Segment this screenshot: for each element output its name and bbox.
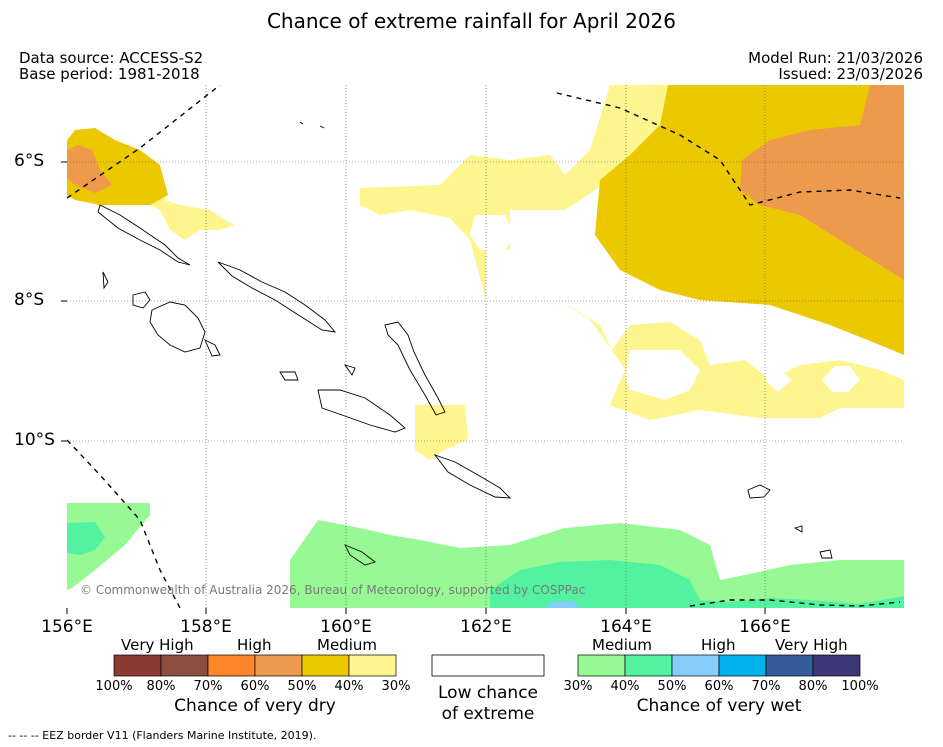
low-chance-gap: [625, 350, 700, 400]
eez-border: [556, 92, 901, 206]
wet-legend-title: Chance of very wet: [636, 696, 802, 716]
dry-pct-label: 30%: [381, 679, 411, 694]
lon-tick-label: 162°E: [460, 617, 512, 637]
neutral-swatch: [431, 654, 545, 677]
wet-swatch-80-100: [812, 654, 861, 677]
wet-pct-label: 80%: [798, 679, 828, 694]
wet-50-60-region: [545, 601, 580, 608]
malaita-coast: [384, 321, 446, 416]
wet-category-very-high: Very High: [775, 636, 848, 654]
wet-pct-label: 70%: [751, 679, 781, 694]
dry-category-medium: Medium: [317, 636, 377, 654]
eez-borders: [67, 85, 901, 608]
eez-border-note: -- -- -- EEZ border V11 (Flanders Marine…: [8, 729, 317, 742]
lon-tick-label: 166°E: [739, 617, 791, 637]
issued-date: Issued: 23/03/2026: [778, 65, 923, 83]
santa-cruz-coast: [747, 484, 771, 499]
dry-pct-label: 60%: [240, 679, 270, 694]
new-georgia-coast: [149, 301, 206, 353]
rennell-coast: [344, 544, 376, 566]
wet-swatch-30-40: [577, 654, 626, 677]
map-title: Chance of extreme rainfall for April 202…: [266, 9, 677, 33]
copyright-note: © Commonwealth of Australia 2026, Bureau…: [80, 583, 586, 597]
wet-pct-label: 40%: [610, 679, 640, 694]
wet-pct-label: 60%: [704, 679, 734, 694]
neutral-legend-title: Low chance of extreme: [420, 683, 556, 725]
wet-swatch-50-60: [671, 654, 720, 677]
map-plot-area: [67, 85, 904, 608]
wet-category-high: High: [701, 636, 736, 654]
dry-pct-label: 100%: [95, 679, 133, 694]
wet-category-medium: Medium: [592, 636, 652, 654]
dry-pct-label: 50%: [287, 679, 317, 694]
dry-pct-label: 40%: [334, 679, 364, 694]
base-period: Base period: 1981-2018: [19, 65, 200, 83]
low-chance-gap: [822, 366, 860, 392]
model-run: Model Run: 21/03/2026: [748, 49, 923, 67]
neutral-title-line2: of extreme: [441, 704, 535, 724]
dry-category-high: High: [237, 636, 272, 654]
dry-legend-bar: [113, 654, 397, 677]
dry-swatch-80-100: [113, 654, 162, 677]
dry-pct-label: 80%: [146, 679, 176, 694]
axis-ticks: [61, 161, 766, 614]
data-source: Data source: ACCESS-S2: [19, 49, 204, 67]
dry-swatch-70-80: [160, 654, 209, 677]
dry-50-60-region: [67, 85, 904, 280]
dry-pct-label: 70%: [193, 679, 223, 694]
santa-isabel-coast: [217, 261, 337, 333]
dry-swatch-30-40: [348, 654, 397, 677]
low-chance-gap: [470, 215, 515, 250]
wet-40-50-region: [67, 522, 904, 608]
graticule: [67, 85, 904, 608]
wet-pct-label: 30%: [563, 679, 593, 694]
wet-legend-bar: [577, 654, 861, 677]
lon-tick-label: 158°E: [180, 617, 232, 637]
wet-pct-label: 50%: [657, 679, 687, 694]
guadalcanal-coast: [317, 389, 406, 433]
wet-swatch-40-50: [624, 654, 673, 677]
eez-border: [67, 439, 181, 608]
makira-coast: [433, 454, 512, 499]
lat-tick-label: 8°S: [14, 290, 45, 310]
eez-border: [689, 599, 901, 607]
wet-swatch-60-70: [718, 654, 767, 677]
dry-legend-title: Chance of very dry: [174, 696, 336, 716]
dry-swatch-60-70: [207, 654, 256, 677]
dry-30-40-region: [140, 85, 904, 460]
coastlines: [97, 121, 833, 566]
dry-swatch-50-60: [254, 654, 303, 677]
wet-swatch-70-80: [765, 654, 814, 677]
lat-tick-label: 10°S: [14, 430, 55, 450]
choiseul-coast: [97, 204, 191, 266]
meta-right: Model Run: 21/03/2026 Issued: 23/03/2026: [748, 50, 923, 82]
dry-swatch-40-50: [301, 654, 350, 677]
lon-tick-label: 156°E: [41, 617, 93, 637]
dry-category-very-high: Very High: [121, 636, 194, 654]
lat-tick-label: 6°S: [14, 151, 45, 171]
meta-left: Data source: ACCESS-S2 Base period: 1981…: [19, 50, 203, 82]
lon-tick-label: 160°E: [320, 617, 372, 637]
neutral-title-line1: Low chance: [438, 683, 538, 703]
low-chance-gap: [765, 368, 792, 392]
wet-pct-label: 100%: [841, 679, 879, 694]
lon-tick-label: 164°E: [600, 617, 652, 637]
